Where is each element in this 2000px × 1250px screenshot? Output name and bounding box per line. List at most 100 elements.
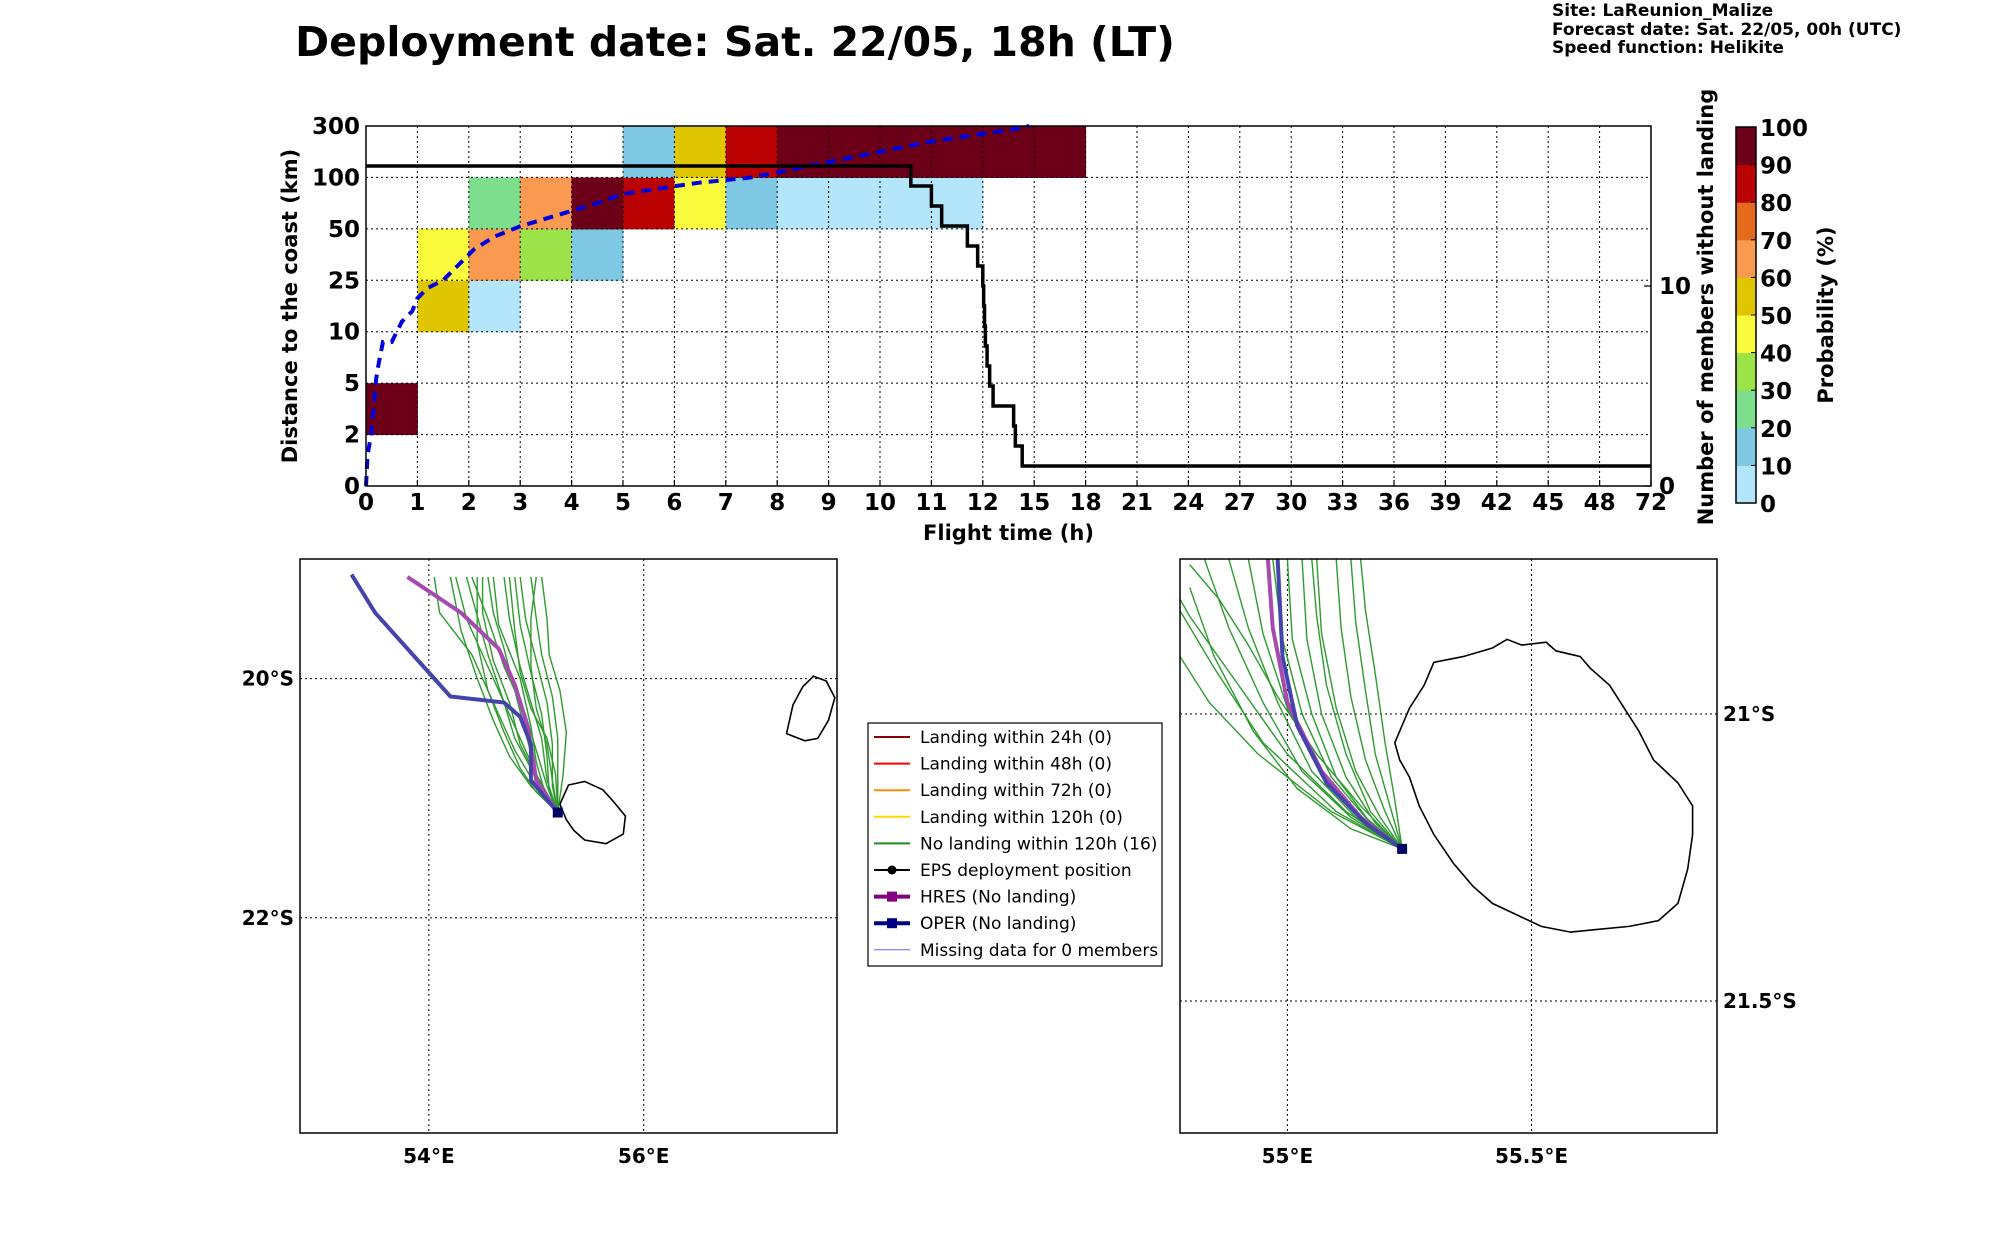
member-track <box>1335 559 1403 850</box>
legend-box <box>867 722 1163 967</box>
member-track <box>1203 559 1403 850</box>
x-tick-label: 24 <box>1172 490 1204 516</box>
x-axis-label: Flight time (h) <box>923 521 1094 545</box>
map-content <box>300 559 837 1133</box>
map-frame <box>299 558 838 1134</box>
heatmap-cell <box>623 126 675 178</box>
legend-label: Missing data for 0 members <box>920 941 1158 961</box>
member-track <box>540 576 568 813</box>
island-coastline <box>785 675 836 742</box>
map-lat-label: 21°S <box>1723 702 1775 726</box>
member-track <box>514 576 559 813</box>
colorbar-band <box>1736 352 1756 391</box>
heatmap-cell <box>417 228 470 281</box>
colorbar: 0 10 20 30 40 50 60 70 80 90 100 Probability (%) <box>1735 116 1838 518</box>
regional-trajectory-map: 54°E 56°E 20°S 22°S <box>242 558 838 1168</box>
member-track <box>433 576 559 813</box>
member-track <box>1189 587 1403 850</box>
x-tick-label: 18 <box>1070 490 1102 516</box>
heatmap-cell <box>520 228 573 281</box>
figure-title: Deployment date: Sat. 22/05, 18h (LT) <box>295 18 1175 66</box>
heatmap-cell <box>725 177 778 230</box>
x-tick-label: 2 <box>461 490 477 516</box>
x-tick-label: 6 <box>666 490 682 516</box>
heatmap-cell <box>1034 126 1087 178</box>
legend-label: Landing within 72h (0) <box>920 781 1112 801</box>
x-tick-label: 39 <box>1429 490 1461 516</box>
y-tick-label: 300 <box>312 114 360 140</box>
colorbar-band <box>1736 202 1756 241</box>
x-tick-label: 11 <box>915 490 947 516</box>
x-tick-label: 36 <box>1378 490 1410 516</box>
member-track <box>1180 610 1403 850</box>
y-tick-label: 10 <box>328 320 360 346</box>
x-tick-label: 72 <box>1635 490 1667 516</box>
colorbar-band <box>1736 427 1756 466</box>
heatmap-frame <box>365 125 1652 487</box>
map-lat-label: 22°S <box>242 906 294 930</box>
members-without-landing-line <box>366 164 1651 468</box>
colorbar-tick-label: 50 <box>1760 304 1792 330</box>
deployment-marker <box>552 807 563 818</box>
heatmap-cell <box>674 126 727 178</box>
member-track <box>1180 598 1403 850</box>
map-lon-label: 56°E <box>618 1144 670 1168</box>
colorbar-band <box>1736 315 1756 354</box>
heatmap-cell <box>777 177 830 230</box>
x-tick-label: 30 <box>1275 490 1307 516</box>
member-track <box>530 576 559 813</box>
x-tick-label: 21 <box>1121 490 1153 516</box>
member-track <box>449 576 559 814</box>
island-coastline <box>1393 638 1694 933</box>
site-name: Site: LaReunion_Malize <box>1552 1 1774 21</box>
legend-label: EPS deployment position <box>920 861 1132 881</box>
heatmap-cell <box>468 280 521 333</box>
y-tick-label: 100 <box>312 165 360 191</box>
heatmap-cell <box>623 177 675 230</box>
y2-tick-label: 10 <box>1659 274 1691 300</box>
colorbar-band <box>1736 390 1756 429</box>
zoom-trajectory-map: 55°E 55.5°E 21°S 21.5°S <box>1179 558 1797 1168</box>
x-tick-label: 9 <box>821 490 837 516</box>
colorbar-band <box>1736 465 1756 504</box>
legend-marker <box>887 891 897 902</box>
colorbar-band <box>1736 277 1756 316</box>
colorbar-tick-label: 30 <box>1760 379 1792 405</box>
heatmap-cell <box>931 177 984 230</box>
member-track <box>508 576 559 813</box>
x-tick-label: 45 <box>1532 490 1564 516</box>
map-frame <box>1179 558 1718 1134</box>
y-axis-label: Distance to the coast (km) <box>278 149 302 464</box>
colorbar-tick-label: 80 <box>1760 191 1792 217</box>
colorbar-label: Probability (%) <box>1814 226 1838 403</box>
heatmap-cell <box>880 126 932 178</box>
heatmap-cell <box>725 126 778 178</box>
legend-label: Landing within 24h (0) <box>920 728 1112 748</box>
legend-label: Landing within 120h (0) <box>920 808 1123 828</box>
map-lat-label: 20°S <box>242 667 294 691</box>
x-tick-label: 4 <box>564 490 580 516</box>
y2-axis-label: Number of members without landing <box>1694 89 1718 526</box>
map-lon-label: 55°E <box>1262 1144 1314 1168</box>
x-tick-label: 5 <box>615 490 631 516</box>
legend-marker <box>887 865 897 875</box>
colorbar-band <box>1736 164 1756 203</box>
member-track <box>476 576 559 814</box>
y2-tick-label: 0 <box>1659 474 1675 500</box>
heatmap-cell <box>417 280 470 333</box>
legend-label: Landing within 48h (0) <box>920 755 1112 775</box>
y-tick-label: 25 <box>328 268 360 294</box>
member-track <box>1359 559 1403 849</box>
x-tick-label: 8 <box>769 490 785 516</box>
x-tick-label: 7 <box>718 490 734 516</box>
y-tick-label: 50 <box>328 217 360 243</box>
map-lat-label: 21.5°S <box>1723 989 1797 1013</box>
colorbar-tick-label: 90 <box>1760 154 1792 180</box>
y-tick-label: 0 <box>344 474 360 500</box>
colorbar-tick-label: 70 <box>1760 229 1792 255</box>
x-tick-label: 1 <box>409 490 425 516</box>
x-tick-label: 33 <box>1327 490 1359 516</box>
colorbar-tick-label: 100 <box>1760 116 1808 142</box>
